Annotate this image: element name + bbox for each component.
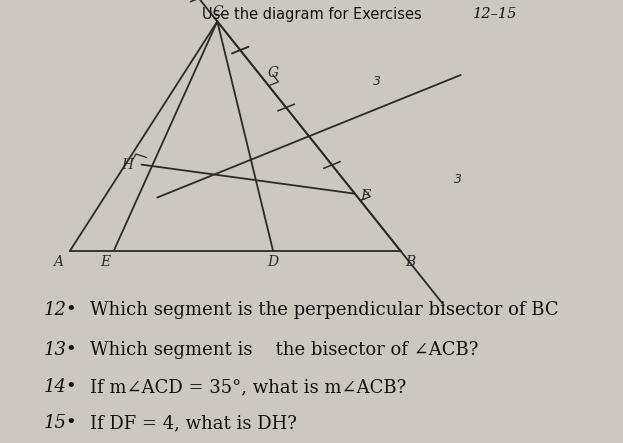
Text: H: H (121, 158, 134, 171)
Text: F: F (360, 189, 369, 203)
Text: G: G (267, 66, 278, 81)
Text: C: C (212, 5, 222, 19)
Text: D: D (267, 255, 278, 269)
Text: 3: 3 (454, 173, 462, 186)
Text: E: E (100, 255, 111, 269)
Text: If DF = 4, what is DH?: If DF = 4, what is DH? (90, 414, 297, 432)
Text: Which segment is    the bisector of ∠ACB?: Which segment is the bisector of ∠ACB? (90, 341, 478, 359)
Text: Which segment is the perpendicular bisector of BC: Which segment is the perpendicular bisec… (90, 301, 559, 319)
Text: B: B (406, 255, 416, 269)
Text: 12•: 12• (44, 301, 77, 319)
Text: A: A (53, 255, 63, 269)
Text: 13•: 13• (44, 341, 77, 359)
Text: Use the diagram for Exercises: Use the diagram for Exercises (202, 7, 421, 22)
Text: If m∠ACD = 35°, what is m∠ACB?: If m∠ACD = 35°, what is m∠ACB? (90, 378, 407, 396)
Text: 14•: 14• (44, 378, 77, 396)
Text: 3: 3 (373, 75, 381, 89)
Text: 15•: 15• (44, 414, 77, 432)
Text: 12–15: 12–15 (473, 7, 518, 21)
